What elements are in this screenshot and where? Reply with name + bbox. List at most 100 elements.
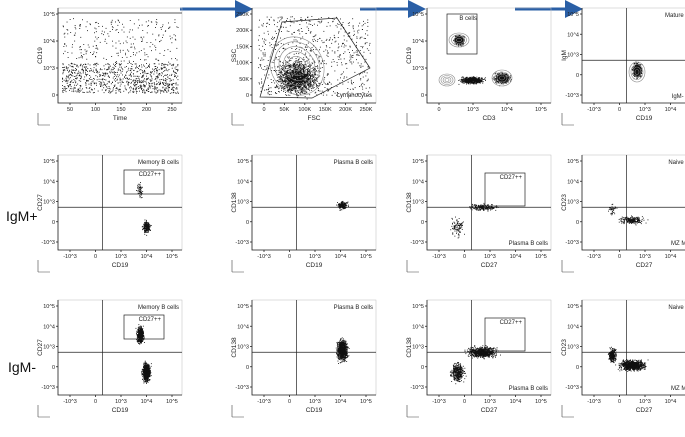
event-dot <box>110 21 112 23</box>
event-dot <box>298 85 300 87</box>
axis-indicator <box>561 113 574 126</box>
event-dot <box>107 68 109 70</box>
event-dot <box>128 50 130 52</box>
event-dot <box>301 73 302 75</box>
event-dot <box>462 44 464 46</box>
event-dot <box>166 87 168 89</box>
event-dot <box>133 75 135 77</box>
event-dot <box>309 79 311 81</box>
y-tick-label: 200K <box>236 28 249 34</box>
event-dot <box>124 85 126 87</box>
event-dot <box>298 73 300 75</box>
event-dot <box>295 82 297 83</box>
event-dot <box>164 70 166 71</box>
event-dot <box>309 83 311 85</box>
event-dot <box>462 82 464 84</box>
x-tick-label: 200K <box>339 107 352 113</box>
event-dot <box>318 57 320 59</box>
event-dot <box>325 45 327 46</box>
event-dot <box>143 65 145 67</box>
event-dot <box>312 25 313 26</box>
event-dot <box>122 49 124 51</box>
event-dot <box>319 61 320 63</box>
event-dot <box>302 75 304 77</box>
event-dot <box>71 46 73 48</box>
event-dot <box>294 63 295 65</box>
event-dot <box>90 68 92 69</box>
event-dot <box>166 83 168 85</box>
event-dot <box>74 80 76 82</box>
event-dot <box>169 50 171 52</box>
event-dot <box>461 42 463 44</box>
event-dot <box>289 79 291 81</box>
event-dot <box>507 78 508 80</box>
event-dot <box>84 67 86 68</box>
event-dot <box>280 71 282 73</box>
event-dot <box>76 65 78 67</box>
event-dot <box>284 81 285 82</box>
event-dot <box>175 88 177 90</box>
event-dot <box>313 87 315 88</box>
event-dot <box>145 67 147 69</box>
event-dot <box>293 83 295 85</box>
event-dot <box>510 79 512 80</box>
event-dot <box>92 89 93 91</box>
event-dot <box>455 40 457 41</box>
event-dot <box>266 16 268 18</box>
event-dot <box>297 77 299 79</box>
event-dot <box>285 73 287 75</box>
event-dot <box>174 38 176 40</box>
x-tick-label: 10^3 <box>467 107 479 113</box>
event-dot <box>115 64 116 65</box>
event-dot <box>459 38 461 40</box>
event-dot <box>284 77 286 79</box>
event-dot <box>154 71 156 73</box>
event-dot <box>346 40 348 42</box>
event-dot <box>459 39 461 41</box>
event-dot <box>368 49 370 51</box>
event-dot <box>327 56 329 57</box>
event-dot <box>141 24 143 26</box>
event-dot <box>272 39 274 40</box>
event-dot <box>174 19 176 21</box>
event-dot <box>135 89 137 91</box>
event-dot <box>163 84 164 85</box>
event-dot <box>103 65 105 67</box>
event-dot <box>285 78 287 80</box>
event-dot <box>318 59 320 61</box>
event-dot <box>115 47 117 49</box>
event-dot <box>286 75 288 77</box>
event-dot <box>299 71 301 72</box>
event-dot <box>280 77 282 79</box>
event-dot <box>328 17 330 19</box>
event-dot <box>297 67 299 69</box>
event-dot <box>124 76 125 78</box>
event-dot <box>356 36 358 38</box>
event-dot <box>65 81 67 83</box>
event-dot <box>135 54 136 56</box>
event-dot <box>275 92 276 93</box>
event-dot <box>105 79 107 81</box>
event-dot <box>343 46 345 48</box>
event-dot <box>172 64 174 66</box>
event-dot <box>340 58 342 60</box>
event-dot <box>108 68 110 70</box>
event-dot <box>66 75 68 77</box>
event-dot <box>497 73 499 74</box>
event-dot <box>73 91 75 93</box>
event-dot <box>496 82 498 84</box>
event-dot <box>503 79 505 81</box>
event-dot <box>277 44 279 46</box>
event-dot <box>107 33 109 35</box>
event-dot <box>295 81 297 83</box>
event-dot <box>295 72 297 74</box>
event-dot <box>118 20 119 22</box>
event-dot <box>141 64 142 66</box>
event-dot <box>136 71 138 73</box>
event-dot <box>462 80 464 82</box>
event-dot <box>322 42 324 44</box>
x-tick-label: 200 <box>142 107 151 113</box>
event-dot <box>296 65 298 67</box>
event-dot <box>461 43 463 45</box>
